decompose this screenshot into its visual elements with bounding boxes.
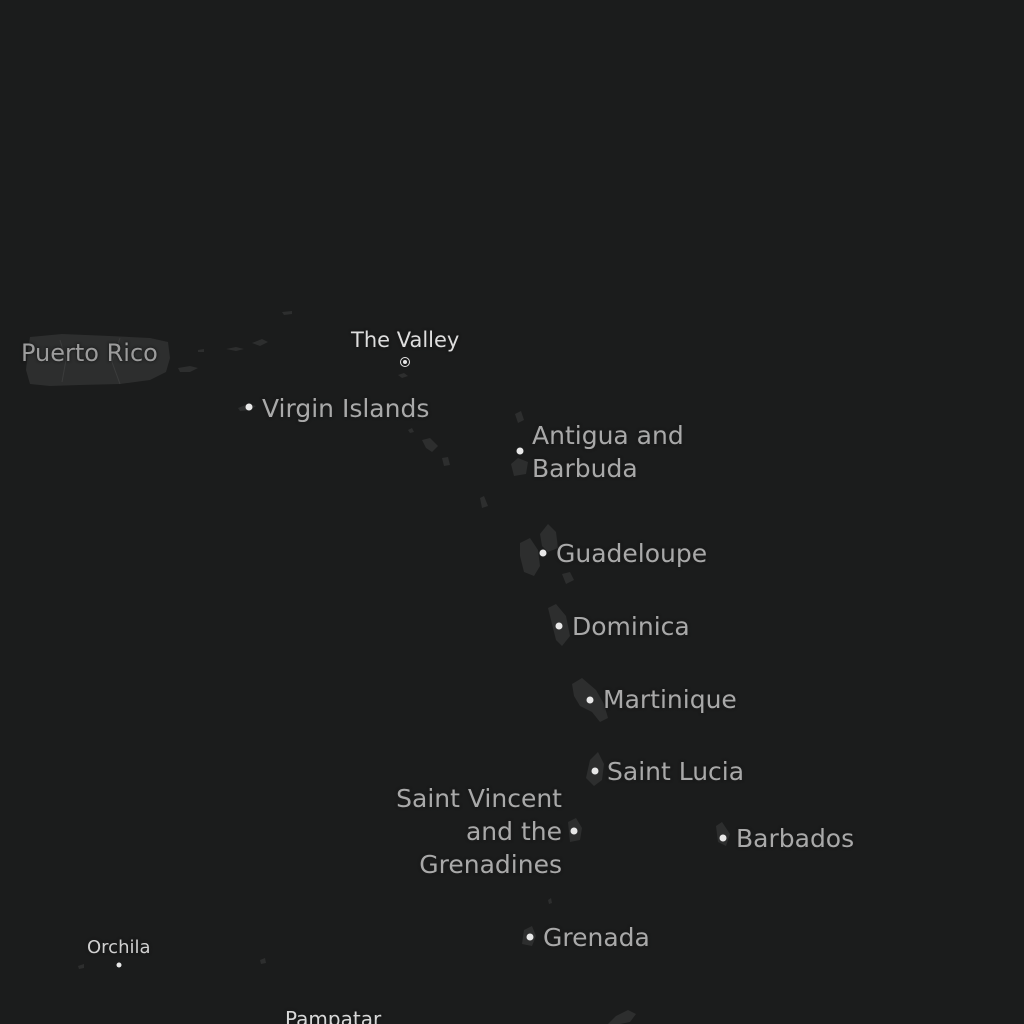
- vieques-landmass: [178, 366, 198, 372]
- martinique-marker[interactable]: [586, 696, 594, 704]
- virgin-islands-landmass-1: [226, 347, 244, 351]
- barbados-label[interactable]: Barbados: [736, 824, 855, 853]
- saint-lucia-label[interactable]: Saint Lucia: [607, 757, 745, 786]
- st-kitts-landmass: [408, 428, 414, 433]
- grenada-label[interactable]: Grenada: [543, 923, 650, 952]
- virgin-islands-label[interactable]: Virgin Islands: [262, 394, 430, 423]
- virgin-islands-landmass-3: [282, 311, 292, 315]
- puerto-rico-region-border: [59, 337, 121, 385]
- saint-vincent-label-line-3[interactable]: Grenadines: [419, 850, 562, 879]
- antigua-and-barbuda-label-line-2[interactable]: Barbuda: [532, 454, 638, 483]
- antigua-and-barbuda-marker[interactable]: [516, 447, 524, 455]
- guadeloupe-grande-terre: [540, 524, 558, 552]
- nevis-landmass: [422, 438, 438, 452]
- grenada-marker[interactable]: [526, 933, 534, 941]
- guadeloupe-basse-terre: [520, 538, 540, 576]
- saint-vincent-marker[interactable]: [570, 827, 578, 835]
- guadeloupe-marker[interactable]: [539, 549, 547, 557]
- culebra-landmass: [198, 349, 204, 352]
- dominica-label[interactable]: Dominica: [572, 612, 690, 641]
- anguilla-landmass: [398, 373, 408, 378]
- saint-vincent-label-line-1[interactable]: Saint Vincent: [396, 784, 562, 813]
- puerto-rico-label[interactable]: Puerto Rico: [21, 339, 158, 367]
- virgin-islands-marker[interactable]: [245, 403, 253, 411]
- saint-vincent-label-line-2[interactable]: and the: [465, 817, 562, 846]
- martinique-label[interactable]: Martinique: [603, 685, 737, 714]
- barbados-marker[interactable]: [719, 834, 727, 842]
- montserrat-landmass: [442, 457, 450, 466]
- grenadines-islet: [548, 898, 552, 904]
- marie-galante-landmass: [562, 572, 574, 584]
- blanquilla-landmass: [260, 958, 266, 964]
- barbuda-landmass: [515, 411, 524, 423]
- margarita-landmass: [608, 1010, 636, 1024]
- guadeloupe-label[interactable]: Guadeloupe: [556, 539, 708, 568]
- the-valley-label[interactable]: The Valley: [351, 328, 460, 352]
- virgin-islands-landmass-2: [252, 339, 268, 346]
- saint-lucia-marker[interactable]: [591, 767, 599, 775]
- antigua-landmass: [511, 458, 528, 476]
- dominica-marker[interactable]: [555, 622, 563, 630]
- redonda-landmass: [480, 496, 488, 508]
- orchila-landmass: [78, 964, 84, 969]
- the-valley-capital-marker[interactable]: [400, 357, 410, 367]
- antigua-and-barbuda-label-line-1[interactable]: Antigua and: [532, 421, 684, 450]
- pampatar-label[interactable]: Pampatar: [285, 1007, 382, 1024]
- orchila-label[interactable]: Orchila: [87, 937, 151, 958]
- orchila-marker[interactable]: [116, 962, 122, 968]
